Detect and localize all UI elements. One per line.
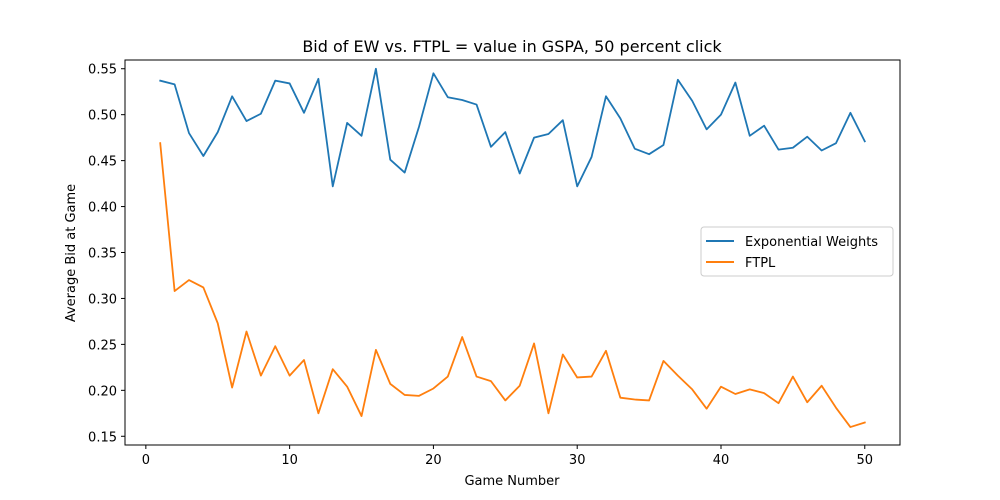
y-tick-label: 0.35 (88, 247, 117, 262)
series-layer (159, 67, 866, 428)
y-axis: 0.15 0.20 0.25 0.30 0.35 0.40 0.45 0.50 0.55 (88, 63, 125, 445)
series-line-ftpl (159, 142, 866, 428)
legend: Exponential Weights FTPL (700, 226, 894, 277)
x-tick-label: 50 (856, 453, 873, 468)
y-tick-label: 0.20 (88, 384, 117, 399)
y-axis-label: Average Bid at Game (64, 184, 79, 322)
x-axis: 0 10 20 30 40 50 (142, 445, 873, 468)
y-tick-label: 0.45 (88, 155, 117, 170)
legend-box (700, 226, 894, 277)
legend-label-ftpl: FTPL (745, 256, 776, 271)
y-tick-label: 0.15 (88, 430, 117, 445)
y-tick-label: 0.25 (88, 338, 117, 353)
y-tick-label: 0.30 (88, 292, 117, 307)
x-tick-label: 30 (569, 453, 586, 468)
y-tick-label: 0.55 (88, 63, 117, 78)
y-tick-label: 0.40 (88, 201, 117, 216)
x-axis-label: Game Number (464, 474, 560, 489)
x-tick-label: 40 (713, 453, 730, 468)
x-tick-label: 0 (142, 453, 150, 468)
x-tick-label: 20 (425, 453, 442, 468)
legend-label-exponential-weights: Exponential Weights (745, 235, 878, 250)
y-tick-label: 0.50 (88, 109, 117, 124)
x-tick-label: 10 (281, 453, 298, 468)
series-line-exponential-weights (159, 67, 866, 188)
chart-title: Bid of EW vs. FTPL = value in GSPA, 50 p… (302, 37, 722, 56)
